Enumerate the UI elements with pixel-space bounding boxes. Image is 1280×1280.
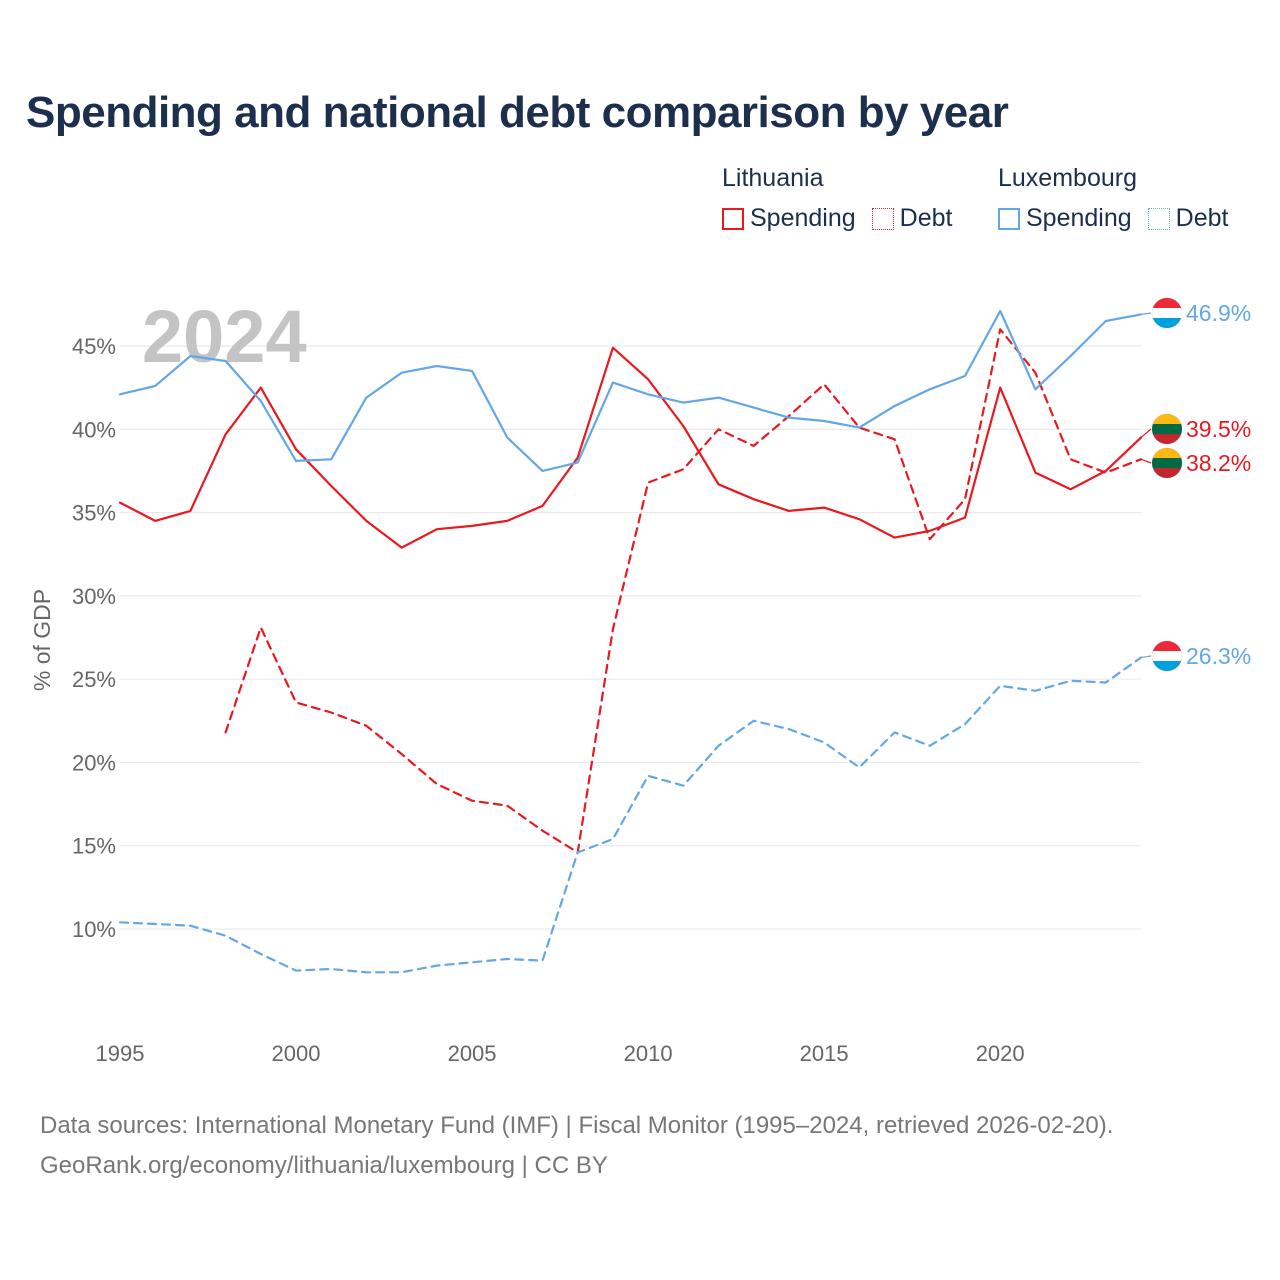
legend-label: Spending (1026, 204, 1132, 232)
legend-group-lithuania: Lithuania Spending Debt (722, 162, 968, 233)
legend-item-luxembourg-debt[interactable]: Debt (1147, 204, 1229, 233)
y-tick-label: 30% (72, 584, 116, 609)
legend-item-lithuania-debt[interactable]: Debt (871, 204, 953, 233)
series-line-luxembourg-debt (118, 656, 1143, 974)
x-tick-label: 2000 (272, 1041, 321, 1066)
legend-label: Debt (1175, 204, 1229, 232)
lithuania-flag-icon (1152, 448, 1182, 478)
series-line-luxembourg-spending (118, 309, 1143, 472)
legend-group-luxembourg: Luxembourg Spending Debt (998, 162, 1244, 233)
legend-title-luxembourg: Luxembourg (998, 164, 1137, 192)
y-tick-label: 45% (72, 334, 116, 359)
y-axis-ticks: 10% 15% 20% 25% 30% 35% 40% 45% (72, 334, 116, 942)
chart-title: Spending and national debt comparison by… (26, 88, 1009, 137)
x-tick-label: 2015 (800, 1041, 849, 1066)
y-tick-label: 35% (72, 501, 116, 526)
end-value-label: 38.2% (1186, 450, 1251, 476)
y-tick-label: 10% (72, 917, 116, 942)
y-tick-label: 40% (72, 417, 116, 442)
y-tick-label: 20% (72, 750, 116, 775)
legend-item-lithuania-spending[interactable]: Spending (722, 204, 856, 233)
x-axis-ticks: 1995 2000 2005 2010 2015 2020 (96, 1041, 1025, 1066)
legend-title-lithuania: Lithuania (722, 164, 824, 192)
credit-link[interactable]: GeoRank.org/economy/lithuania/luxembourg… (40, 1152, 608, 1179)
end-value-label: 46.9% (1186, 300, 1251, 326)
end-labels: 39.5% 38.2% 46.9% 26.3% (1140, 297, 1251, 672)
legend-item-luxembourg-spending[interactable]: Spending (998, 204, 1132, 233)
legend-swatch-dotted (871, 207, 894, 230)
luxembourg-flag-icon (1152, 298, 1182, 328)
end-label-connector (1140, 312, 1152, 315)
data-source: Data sources: International Monetary Fun… (40, 1106, 1113, 1186)
x-tick-label: 2020 (976, 1041, 1025, 1066)
x-tick-label: 1995 (96, 1041, 145, 1066)
x-tick-label: 2005 (448, 1041, 497, 1066)
x-tick-label: 2010 (624, 1041, 673, 1066)
y-axis-label: % of GDP (29, 589, 55, 691)
legend-swatch-dotted (1147, 207, 1170, 230)
legend-swatch-solid (722, 207, 744, 230)
year-watermark: 2024 (142, 295, 307, 378)
legend-swatch-solid (998, 207, 1020, 230)
legend-label: Debt (899, 204, 953, 232)
y-tick-label: 25% (72, 667, 116, 692)
end-label-connector (1140, 458, 1152, 464)
y-tick-label: 15% (72, 834, 116, 859)
series-lines (118, 309, 1143, 974)
end-label-connector (1140, 428, 1152, 439)
gridlines (120, 345, 1141, 930)
series-line-lithuania-spending (118, 346, 1143, 549)
end-label-connector (1140, 655, 1152, 659)
luxembourg-flag-icon (1152, 641, 1182, 671)
lithuania-flag-icon (1152, 414, 1182, 444)
end-value-label: 39.5% (1186, 416, 1251, 442)
series-line-lithuania-debt (224, 328, 1143, 854)
end-value-label: 26.3% (1186, 643, 1251, 669)
source-line: Data sources: International Monetary Fun… (40, 1112, 1114, 1139)
legend-label: Spending (750, 204, 856, 232)
